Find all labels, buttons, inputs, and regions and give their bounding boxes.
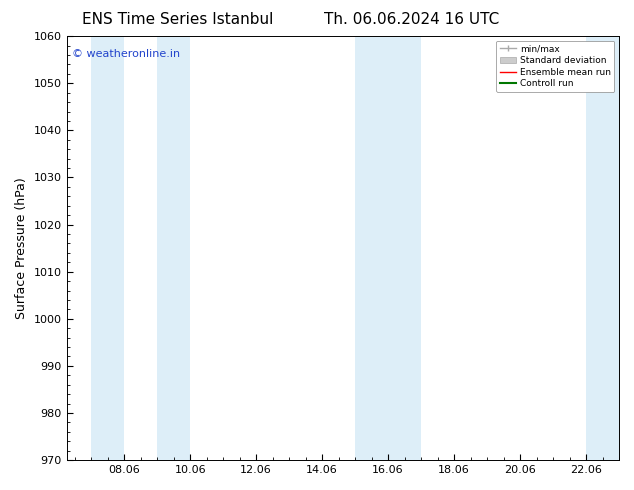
Text: Th. 06.06.2024 16 UTC: Th. 06.06.2024 16 UTC bbox=[325, 12, 500, 27]
Bar bbox=[355, 36, 388, 460]
Bar bbox=[388, 36, 421, 460]
Bar bbox=[586, 36, 619, 460]
Text: © weatheronline.in: © weatheronline.in bbox=[72, 49, 180, 59]
Legend: min/max, Standard deviation, Ensemble mean run, Controll run: min/max, Standard deviation, Ensemble me… bbox=[496, 41, 614, 92]
Bar bbox=[157, 36, 190, 460]
Y-axis label: Surface Pressure (hPa): Surface Pressure (hPa) bbox=[15, 177, 28, 319]
Text: ENS Time Series Istanbul: ENS Time Series Istanbul bbox=[82, 12, 273, 27]
Bar bbox=[91, 36, 124, 460]
